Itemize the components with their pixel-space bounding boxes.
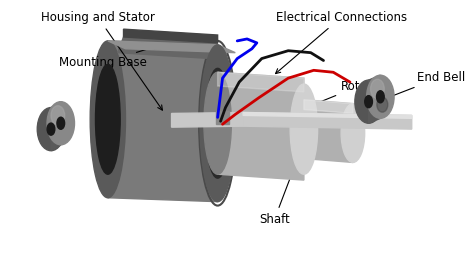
Polygon shape [243, 112, 412, 118]
Polygon shape [218, 72, 304, 92]
Polygon shape [118, 37, 218, 59]
Polygon shape [172, 112, 243, 127]
Polygon shape [218, 72, 304, 180]
Polygon shape [304, 100, 353, 114]
Polygon shape [51, 102, 61, 151]
Ellipse shape [205, 68, 230, 178]
Polygon shape [124, 29, 218, 43]
Ellipse shape [371, 79, 384, 99]
Ellipse shape [47, 102, 74, 145]
Polygon shape [369, 75, 380, 123]
Text: Shaft: Shaft [259, 125, 311, 226]
Ellipse shape [377, 97, 388, 112]
Text: Electrical Connections: Electrical Connections [275, 11, 407, 73]
Polygon shape [216, 111, 229, 124]
Ellipse shape [290, 84, 318, 174]
Ellipse shape [47, 123, 55, 135]
Text: Rotor: Rotor [288, 80, 373, 115]
Ellipse shape [51, 106, 64, 125]
Ellipse shape [37, 108, 64, 151]
Ellipse shape [341, 104, 365, 162]
Polygon shape [243, 112, 412, 129]
Ellipse shape [355, 80, 383, 123]
Ellipse shape [365, 96, 373, 108]
Ellipse shape [90, 41, 126, 198]
Polygon shape [108, 41, 235, 53]
Ellipse shape [376, 91, 384, 103]
Ellipse shape [95, 64, 120, 174]
Text: Housing and Stator: Housing and Stator [41, 11, 163, 110]
Text: Mounting Base: Mounting Base [59, 45, 158, 69]
Polygon shape [304, 100, 353, 162]
Polygon shape [108, 41, 218, 202]
Ellipse shape [204, 72, 231, 174]
Text: End Bell: End Bell [381, 71, 465, 101]
Ellipse shape [200, 45, 235, 202]
Ellipse shape [366, 75, 394, 118]
Ellipse shape [57, 117, 64, 129]
